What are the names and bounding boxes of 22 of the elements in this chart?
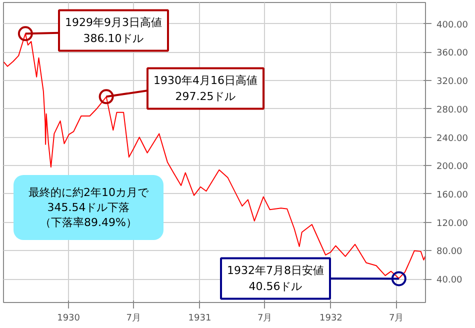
annotation: 1929年9月3日高値 386.10ドル xyxy=(65,16,162,45)
x-tick-label: 7月 xyxy=(389,314,404,324)
y-tick-label: 120.00 xyxy=(436,218,468,229)
x-tick-label: 1931 xyxy=(188,314,212,324)
y-tick-label: 160.00 xyxy=(436,190,468,200)
y-tick-label: 400.00 xyxy=(436,20,468,30)
annotation: （下落率89.49%） xyxy=(40,216,137,229)
annotation: 1932年7月8日安値 40.56ドル xyxy=(227,264,324,293)
x-tick-label: 7月 xyxy=(257,314,272,324)
y-tick-label: 240.00 xyxy=(436,134,468,144)
x-tick-label: 1930 xyxy=(57,314,80,324)
x-tick-label: 1932 xyxy=(320,314,342,324)
y-tick-label: 280.00 xyxy=(436,105,468,116)
y-tick-label: 40.00 xyxy=(436,276,463,286)
annotation: 345.54ドル下落 xyxy=(47,201,130,214)
x-tick-label: 7月 xyxy=(126,314,141,324)
y-tick-label: 200.00 xyxy=(436,162,468,172)
y-tick-label: 320.00 xyxy=(436,77,468,88)
y-tick-label: 360.00 xyxy=(436,48,468,59)
y-tick-label: 80.00 xyxy=(436,247,463,258)
annotation: 1930年4月16日高値 297.25ドル xyxy=(154,74,258,103)
annotation: 最終的に約2年10カ月で xyxy=(28,186,150,199)
